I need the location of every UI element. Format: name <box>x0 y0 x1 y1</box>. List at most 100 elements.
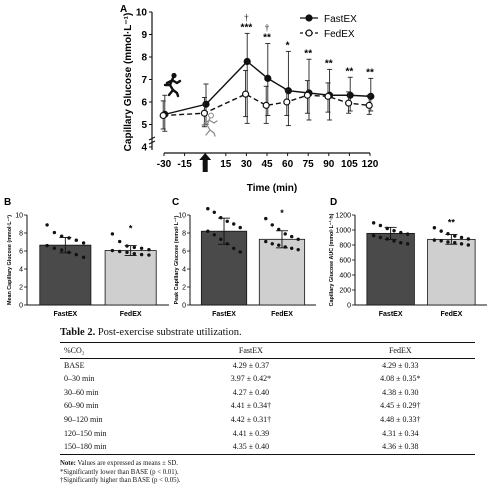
data-point-fedex <box>365 101 373 109</box>
x-category-label: FedEX <box>120 311 142 318</box>
panel-label-d: D <box>330 197 337 208</box>
y-tick-label: 2 <box>19 285 23 292</box>
individual-point <box>446 240 450 244</box>
individual-point <box>453 241 457 245</box>
individual-point <box>212 210 216 214</box>
table-row: 90–120 min 4.42 ± 0.31† 4.48 ± 0.33† <box>60 413 475 427</box>
individual-point <box>290 246 294 250</box>
individual-point <box>81 255 86 259</box>
y-tick-label: 10 <box>15 213 23 220</box>
y-tick-label: 5 <box>141 120 147 131</box>
row-period: 150–180 min <box>64 442 107 452</box>
data-point-fastex <box>284 87 292 95</box>
fedex-value: 4.08 ± 0.35* <box>380 374 421 384</box>
row-period: 90–120 min <box>64 414 103 424</box>
individual-point <box>371 221 376 225</box>
individual-point <box>212 233 216 237</box>
individual-point <box>118 239 122 244</box>
runner-body <box>163 76 182 98</box>
significance-stars: *** <box>241 22 253 33</box>
x-category-label: FastEX <box>379 311 403 318</box>
data-point-fedex <box>283 98 291 106</box>
individual-point <box>459 235 464 240</box>
individual-point <box>392 239 396 243</box>
legend-label-fastex: FastEX <box>324 14 357 25</box>
fastex-value: 4.35 ± 0.40 <box>232 442 270 452</box>
individual-point <box>232 222 236 226</box>
significance-stars: ** <box>263 33 271 44</box>
y-axis-label: Capillary Glucose (mmol·L⁻¹) <box>123 13 134 152</box>
row-period: 0–30 min <box>64 374 95 384</box>
individual-point <box>132 245 137 250</box>
individual-point <box>132 252 137 256</box>
x-tick-label: -30 <box>157 159 172 170</box>
y-tick-label: 4 <box>182 267 186 274</box>
fedex-value: 4.45 ± 0.29† <box>380 401 421 411</box>
data-point-fastex <box>202 100 210 108</box>
row-period: BASE <box>64 360 85 370</box>
table-row: 60–90 min 4.41 ± 0.34† 4.45 ± 0.29† <box>60 400 475 414</box>
table-note: Note: Values are expressed as means ± SD… <box>60 460 475 469</box>
fastex-value: 3.97 ± 0.42* <box>230 374 272 384</box>
significance-dagger: † <box>244 12 249 22</box>
individual-point <box>264 239 268 244</box>
x-tick-label: 15 <box>220 159 232 170</box>
individual-point <box>283 232 287 236</box>
data-point-fedex <box>324 92 332 100</box>
individual-point <box>74 238 78 242</box>
individual-point <box>147 247 151 252</box>
x-tick-label: 120 <box>362 159 379 170</box>
significance-stars: ** <box>448 217 456 227</box>
y-tick-label: 6 <box>182 249 186 256</box>
significance-stars: ** <box>366 67 374 78</box>
running-person-icon <box>163 72 182 98</box>
individual-point <box>405 242 410 246</box>
individual-point <box>466 243 471 247</box>
bar-fastex <box>39 244 92 306</box>
header-fastex: FastEX <box>176 342 326 359</box>
individual-point <box>277 243 281 247</box>
x-category-label: FastEX <box>212 311 236 318</box>
substrate-table: %CO₂ FastEX FedEX BASE 4.29 ± 0.37 4.29 ± … <box>60 342 475 456</box>
y-tick-label: 1000 <box>335 228 351 235</box>
data-point-fedex <box>242 90 250 98</box>
y-tick-label: 10 <box>136 8 148 19</box>
individual-point <box>238 250 242 254</box>
fedex-value: 4.29 ± 0.33 <box>382 360 419 370</box>
header-fedex: FedEX <box>325 342 475 359</box>
significance-stars: * <box>286 40 290 51</box>
y-tick-label: 9 <box>141 30 147 41</box>
panel-label-b: B <box>4 197 11 208</box>
individual-point <box>139 246 144 250</box>
y-tick-label: 4 <box>19 267 23 274</box>
legend-label-fedex: FedEX <box>324 29 355 40</box>
individual-point <box>277 227 281 232</box>
individual-point <box>270 242 274 246</box>
individual-point <box>125 244 129 248</box>
y-tick-label: 2 <box>182 285 186 292</box>
individual-point <box>399 230 403 235</box>
runner-head <box>208 112 214 119</box>
y-tick-label: 10 <box>178 213 186 220</box>
individual-point <box>399 241 403 245</box>
x-tick-label: -15 <box>177 159 192 170</box>
individual-point <box>110 248 115 253</box>
individual-point <box>206 207 210 211</box>
significance-stars: ** <box>304 48 312 59</box>
fastex-value: 4.41 ± 0.39 <box>232 428 270 438</box>
bar-fedex <box>104 250 157 306</box>
significance-dagger: † <box>265 23 270 33</box>
y-tick-label: 1200 <box>335 213 351 220</box>
significance-stars: ** <box>325 58 333 69</box>
row-period: 30–60 min <box>64 387 99 397</box>
y-tick-label: 6 <box>141 98 147 109</box>
individual-point <box>385 237 389 241</box>
panel-label-c: C <box>172 197 179 208</box>
individual-point <box>118 249 122 254</box>
individual-point <box>439 239 443 243</box>
fedex-value: 4.36 ± 0.38 <box>382 442 419 452</box>
y-tick-label: 800 <box>339 243 351 250</box>
x-tick-label: 30 <box>241 159 253 170</box>
